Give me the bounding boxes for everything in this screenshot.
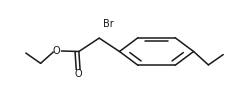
Text: O: O bbox=[74, 69, 82, 79]
Text: Br: Br bbox=[103, 19, 114, 29]
Text: O: O bbox=[52, 46, 60, 56]
